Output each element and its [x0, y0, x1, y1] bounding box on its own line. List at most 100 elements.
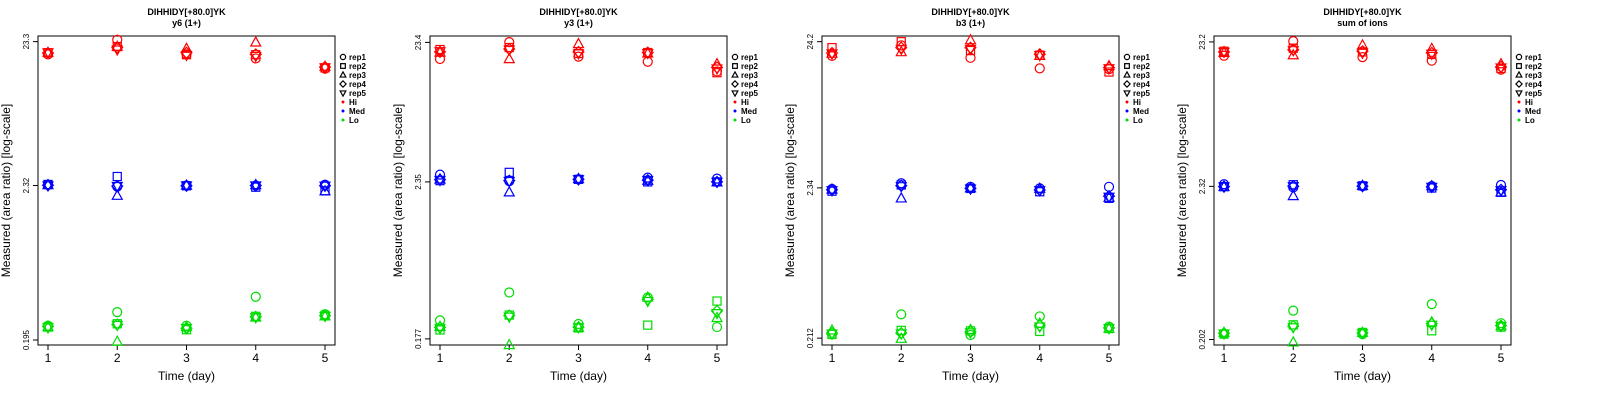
data-point-hi-rep3	[711, 57, 723, 69]
legend-marker-rep2	[732, 63, 738, 69]
data-point-lo-rep3	[1495, 319, 1507, 331]
legend-marker-rep4	[1515, 80, 1523, 88]
data-point-lo-rep5	[434, 323, 446, 335]
legend-color-dot	[1125, 109, 1129, 113]
x-tick-label: 1	[437, 351, 444, 365]
data-point-hi-rep3	[572, 37, 585, 49]
data-point-med-rep5	[572, 175, 585, 187]
data-point-med-rep5	[1287, 182, 1300, 194]
data-point-hi-rep1	[1357, 52, 1368, 63]
x-axis-label: Time (day)	[1334, 369, 1391, 383]
data-point-hi-rep1	[1034, 63, 1045, 74]
data-point-hi-rep2	[1104, 67, 1114, 77]
series-hi	[1217, 36, 1508, 75]
legend-label: Lo	[741, 116, 751, 125]
legend-marker-rep4	[339, 80, 347, 88]
data-point-med-rep5	[964, 184, 977, 196]
data-point-lo-rep5	[895, 329, 908, 341]
series-hi	[825, 33, 1116, 77]
data-point-hi-rep1	[434, 53, 446, 65]
data-point-hi-rep5	[1103, 64, 1115, 76]
legend-label: Hi	[1525, 98, 1533, 107]
y-tick-label: 23.2	[1198, 34, 1207, 50]
data-point-lo-rep3	[249, 310, 262, 322]
data-point-lo-rep3	[319, 309, 331, 321]
legend-label: rep4	[1133, 80, 1150, 89]
data-point-lo-rep1	[112, 307, 123, 318]
legend-marker-rep3	[1515, 70, 1523, 78]
data-point-lo-rep5	[503, 312, 516, 324]
y-tick-label: 0.177	[414, 328, 423, 349]
series-lo	[433, 287, 724, 350]
x-tick-label: 3	[183, 351, 190, 365]
series-lo	[1217, 299, 1508, 347]
series-med	[1217, 179, 1508, 201]
legend-label: rep2	[349, 62, 366, 71]
data-point-lo-rep5	[1033, 322, 1046, 334]
data-point-hi-rep5	[1495, 63, 1507, 75]
data-point-hi-rep3	[1287, 48, 1300, 60]
data-point-lo-rep3	[434, 320, 446, 331]
legend-label: rep4	[349, 80, 366, 89]
chart-title: DIHHIDY[+80.0]YK	[931, 7, 1010, 17]
y-tick-label: 0.195	[22, 329, 31, 350]
chart-title: DIHHIDY[+80.0]YK	[147, 7, 226, 17]
legend-color-dot	[1517, 109, 1521, 113]
series-med	[433, 167, 724, 197]
data-point-med-rep5	[180, 181, 193, 193]
legend-marker-rep5	[1515, 90, 1523, 98]
legend-label: rep3	[349, 71, 366, 80]
data-point-hi-rep3	[826, 46, 838, 58]
data-point-med-rep3	[180, 178, 193, 190]
data-point-lo-rep3	[111, 334, 124, 346]
data-point-hi-rep5	[1287, 46, 1300, 57]
data-point-hi-rep5	[319, 63, 331, 75]
data-point-med-rep3	[572, 172, 585, 184]
data-point-med-rep5	[641, 175, 654, 187]
x-axis-label: Time (day)	[158, 369, 215, 383]
data-point-med-rep5	[503, 176, 516, 188]
data-point-med-rep3	[249, 178, 262, 190]
data-point-lo-rep5	[42, 323, 54, 335]
legend-marker-rep1	[731, 53, 739, 61]
data-point-lo-rep3	[711, 311, 723, 323]
data-point-lo-rep5	[1218, 329, 1230, 341]
x-tick-label: 5	[1498, 351, 1505, 365]
data-point-hi-rep3	[1425, 42, 1438, 53]
data-point-med-rep5	[1033, 186, 1046, 197]
chart-panel-4: DIHHIDY[+80.0]YK sum of ions 1 2 3 4 5 Time (da…	[1175, 0, 1576, 400]
data-point-hi-rep5	[964, 44, 977, 56]
legend-label: Lo	[1133, 116, 1143, 125]
y-axis-label: Measured (area ratio) [log-scale]	[391, 104, 405, 277]
chart-panel-2: DIHHIDY[+80.0]YK y3 (1+) 1 2 3 4 5 Time (day) 23…	[391, 0, 792, 400]
data-point-med-rep3	[711, 175, 723, 187]
series-med	[825, 178, 1116, 204]
data-point-hi-rep3	[180, 42, 193, 53]
data-point-med-rep3	[1425, 179, 1438, 191]
data-point-med-rep5	[111, 181, 124, 193]
data-point-hi-rep3	[249, 35, 262, 47]
data-point-lo-rep5	[1287, 323, 1300, 335]
y-tick-label: 23.4	[414, 34, 423, 50]
data-point-med-rep3	[895, 191, 908, 203]
data-point-hi-rep5	[895, 44, 908, 56]
x-tick-label: 2	[114, 351, 121, 365]
data-point-med-rep3	[319, 184, 331, 196]
data-point-med-rep3	[111, 189, 124, 200]
data-point-med-rep5	[826, 186, 838, 197]
legend-marker-rep3	[731, 70, 739, 78]
data-point-lo-rep5	[249, 313, 262, 325]
data-point-lo-rep5	[572, 323, 585, 334]
data-point-hi-rep5	[1033, 50, 1046, 62]
legend-label: rep4	[741, 80, 758, 89]
y-tick-label: 2.32	[22, 177, 31, 193]
data-point-med-rep5	[1218, 182, 1230, 194]
data-point-med-rep5	[1103, 192, 1115, 204]
data-point-med-rep5	[1425, 182, 1438, 194]
legend-color-dot	[1125, 100, 1129, 104]
